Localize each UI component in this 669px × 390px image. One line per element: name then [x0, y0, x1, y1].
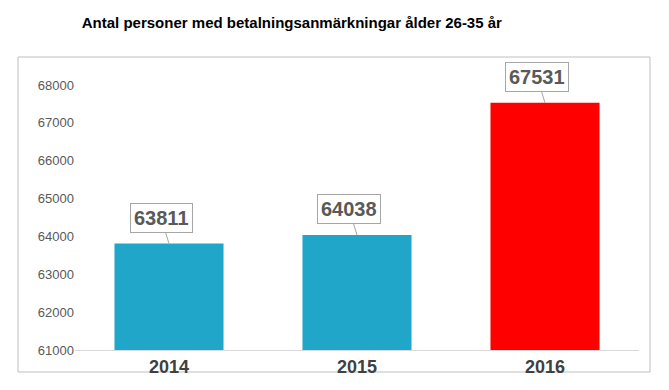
svg-text:68000: 68000	[38, 78, 74, 93]
svg-text:65000: 65000	[38, 191, 74, 206]
svg-text:64038: 64038	[321, 198, 377, 220]
svg-text:Antal personer med betalningsa: Antal personer med betalningsanmärkninga…	[82, 14, 502, 31]
svg-text:63000: 63000	[38, 267, 74, 282]
svg-text:67000: 67000	[38, 115, 74, 130]
svg-text:66000: 66000	[38, 153, 74, 168]
svg-text:64000: 64000	[38, 229, 74, 244]
svg-text:63811: 63811	[134, 207, 189, 229]
svg-text:2015: 2015	[337, 357, 377, 377]
svg-text:62000: 62000	[38, 305, 74, 320]
svg-text:67531: 67531	[509, 66, 565, 88]
svg-text:2016: 2016	[525, 357, 565, 377]
svg-text:61000: 61000	[38, 343, 74, 358]
svg-text:2014: 2014	[149, 357, 189, 377]
